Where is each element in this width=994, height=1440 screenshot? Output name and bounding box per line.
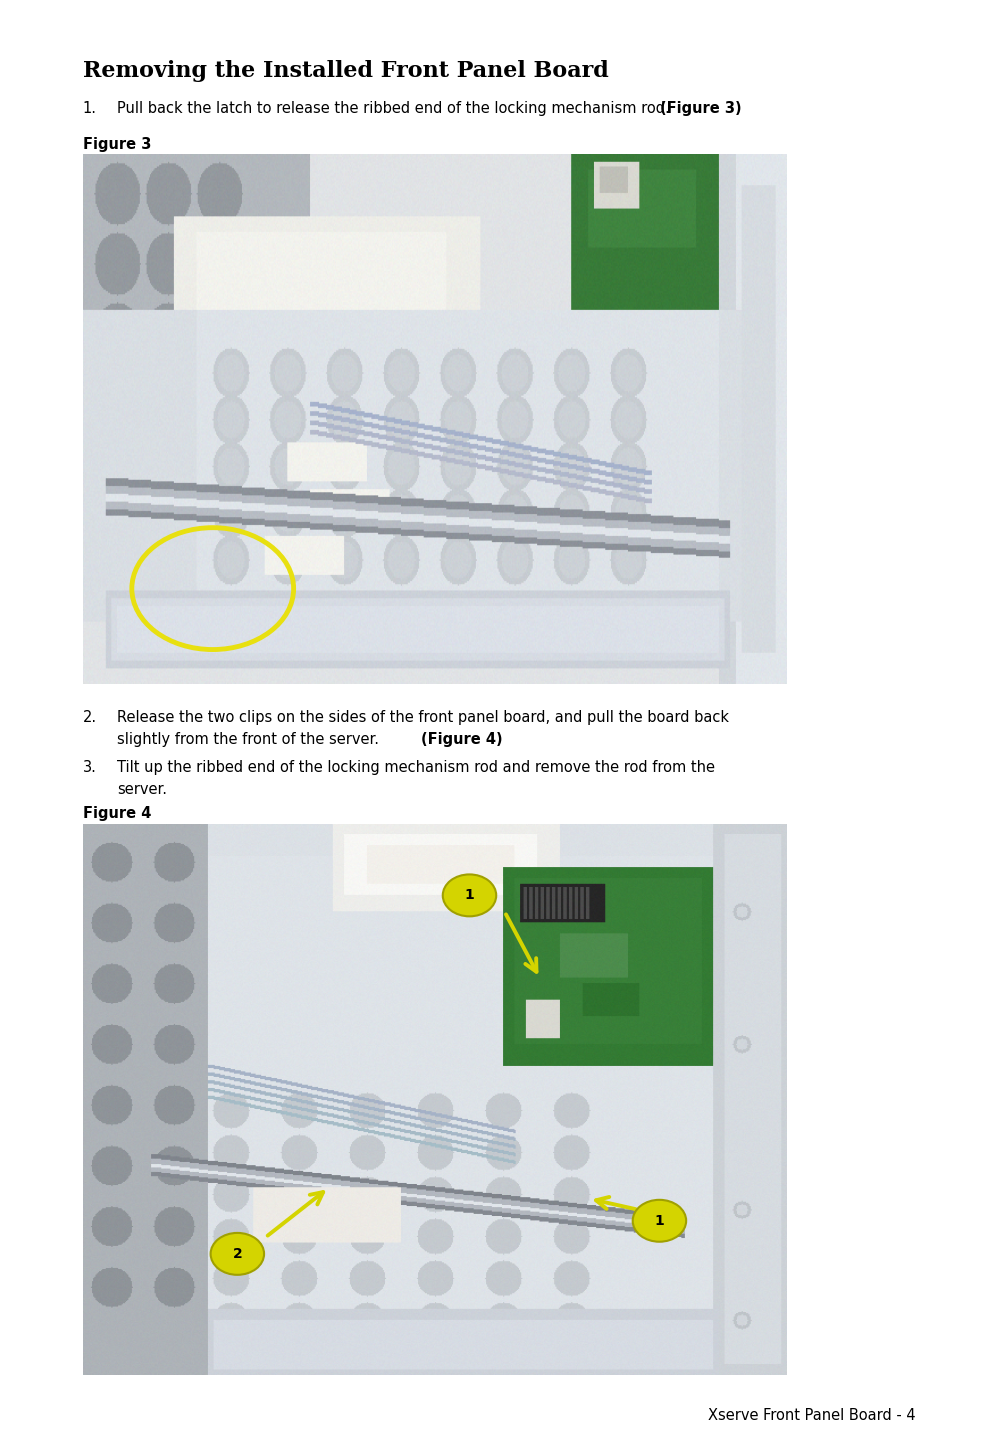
Text: 1: 1 [654,1214,664,1228]
Text: slightly from the front of the server.: slightly from the front of the server. [117,732,384,746]
Text: 1: 1 [464,888,474,903]
Text: 2: 2 [233,1247,242,1261]
Text: Xserve Front Panel Board - 4: Xserve Front Panel Board - 4 [707,1408,914,1423]
Text: 1.: 1. [83,101,96,115]
Text: Figure 3: Figure 3 [83,137,151,151]
Text: 2.: 2. [83,710,96,724]
Text: (Figure 3): (Figure 3) [659,101,741,115]
Circle shape [632,1200,686,1241]
Circle shape [211,1233,263,1274]
Text: Release the two clips on the sides of the front panel board, and pull the board : Release the two clips on the sides of th… [117,710,729,724]
Text: Tilt up the ribbed end of the locking mechanism rod and remove the rod from the: Tilt up the ribbed end of the locking me… [117,760,715,775]
Circle shape [442,874,496,916]
Text: Removing the Installed Front Panel Board: Removing the Installed Front Panel Board [83,60,607,82]
Text: 3.: 3. [83,760,96,775]
Text: Figure 4: Figure 4 [83,806,151,821]
Text: (Figure 4): (Figure 4) [420,732,502,746]
Text: server.: server. [117,782,167,796]
Text: Pull back the latch to release the ribbed end of the locking mechanism rod.: Pull back the latch to release the ribbe… [117,101,674,115]
